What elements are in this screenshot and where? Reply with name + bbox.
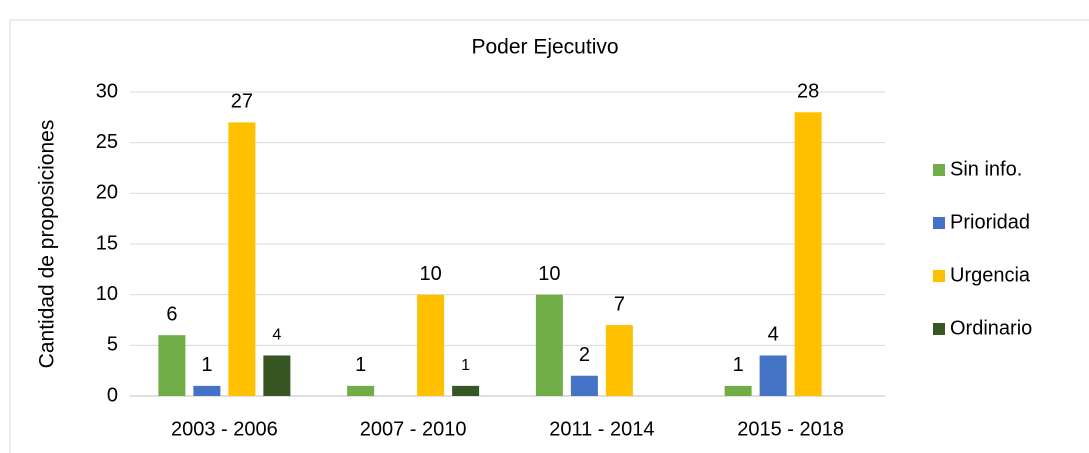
data-label: 1	[733, 354, 744, 376]
data-label: 1	[355, 354, 366, 376]
y-tick-label: 15	[96, 232, 118, 254]
data-label: 28	[797, 81, 819, 103]
bar	[193, 385, 221, 396]
legend-label: Sin info.	[950, 158, 1022, 180]
y-tick-label: 5	[107, 334, 118, 356]
bar	[263, 355, 291, 396]
legend-swatch	[933, 270, 945, 282]
bar	[535, 294, 563, 396]
chart-title: Poder Ejecutivo	[471, 36, 618, 59]
bar	[158, 335, 186, 396]
chart-frame	[9, 19, 1089, 453]
y-tick-label: 0	[107, 384, 118, 406]
data-label: 1	[461, 357, 470, 374]
bar	[452, 385, 480, 396]
bar	[417, 294, 445, 396]
data-label: 10	[538, 263, 560, 285]
y-tick-label: 20	[96, 182, 118, 204]
y-axis-label: Cantidad de proposiciones	[36, 120, 59, 369]
legend-label: Prioridad	[950, 211, 1030, 233]
bar	[605, 325, 633, 396]
y-tick-label: 30	[96, 80, 118, 102]
bar	[228, 122, 256, 397]
data-label: 1	[201, 354, 212, 376]
data-label: 4	[272, 327, 281, 344]
bar	[759, 355, 787, 396]
data-label: 10	[420, 263, 442, 285]
legend-swatch	[933, 323, 945, 335]
x-tick-label: 2007 - 2010	[360, 418, 467, 440]
y-tick-label: 25	[96, 131, 118, 153]
data-label: 6	[166, 303, 177, 325]
data-label: 4	[768, 324, 779, 346]
legend-swatch	[933, 164, 945, 176]
bar	[724, 385, 752, 396]
x-tick-label: 2015 - 2018	[737, 418, 844, 440]
legend-label: Urgencia	[950, 264, 1031, 286]
y-tick-label: 10	[96, 283, 118, 305]
bar	[794, 112, 822, 397]
data-label: 27	[231, 91, 253, 113]
legend-swatch	[933, 217, 945, 229]
bar	[570, 375, 598, 396]
data-label: 2	[579, 344, 590, 366]
legend-label: Ordinario	[950, 317, 1032, 339]
x-tick-label: 2003 - 2006	[171, 418, 278, 440]
bar	[347, 385, 375, 396]
x-tick-label: 2011 - 2014	[549, 418, 654, 440]
data-label: 7	[614, 293, 625, 315]
